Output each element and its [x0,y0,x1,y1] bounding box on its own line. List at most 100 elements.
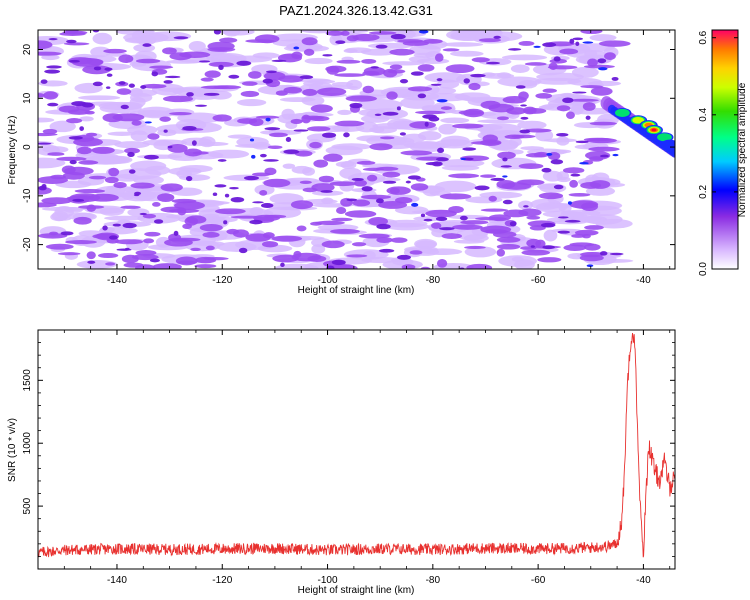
heatmap-cell [395,196,413,204]
heatmap-cell [343,48,358,54]
heatmap-cell [382,111,399,116]
heatmap-cell [471,57,490,63]
heatmap-cell [252,201,264,204]
heatmap-cell [56,156,87,162]
heatmap-cell [441,164,480,171]
heatmap-cell [378,248,395,253]
heatmap-cell [128,169,136,174]
heatmap-cell [397,254,412,260]
heatmap-cell [517,120,547,130]
heatmap-cell [400,150,433,156]
heatmap-cell [136,154,183,159]
heatmap-cell [163,80,173,84]
snr-x-axis-label: Height of straight line (km) [298,585,415,596]
heatmap-cell [425,84,440,95]
heatmap-cell [612,153,619,157]
heatmap-cell [556,132,569,137]
heatmap-cell [371,126,385,133]
heatmap-cell [337,109,352,116]
heatmap-cell [197,141,229,146]
heatmap-cell [382,180,397,184]
heatmap-cell [114,141,150,149]
heatmap-cell [306,79,336,84]
heatmap-cell [352,33,380,42]
heatmap-cell [114,239,144,245]
heatmap-cell [440,135,470,147]
heatmap-cell [520,116,529,120]
heatmap-cell [572,91,587,94]
heatmap-cell [453,239,485,244]
heatmap-cell [236,98,267,107]
heatmap-cell [314,220,345,226]
heatmap-cell [336,59,361,64]
heatmap-cell [500,165,512,168]
heatmap-cell [217,159,227,162]
heatmap-cell [116,248,132,251]
heatmap-cell [556,105,571,112]
heatmap-cell [92,30,100,33]
heatmap-cell [127,151,135,158]
heatmap-cell [569,242,595,247]
heatmap-cell [351,178,364,181]
heatmap-cell [497,151,516,160]
heatmap-cell [329,181,357,187]
heatmap-cell [375,44,388,49]
heatmap-cell [281,108,295,120]
heatmap-cell [262,78,273,84]
heatmap-cell [389,48,415,56]
x-tick-label: -140 [107,275,127,286]
heatmap-cell [579,161,589,165]
heatmap-cell [204,70,221,78]
heatmap-cell [40,79,48,84]
y-tick-label: 1500 [22,369,33,392]
heatmap-cell [323,153,343,162]
heatmap-cell [399,132,406,136]
heatmap-cell [547,65,578,70]
heatmap-cell [274,263,319,269]
heatmap-cell [59,31,86,36]
heatmap-cell [591,172,610,183]
heatmap-cell [538,105,555,110]
heatmap-cell [541,167,552,173]
heatmap-cell [575,140,589,144]
heatmap-cell [219,37,238,43]
heatmap-cell [310,221,323,226]
heatmap-cell [185,215,207,224]
heatmap-cell [140,85,147,89]
heatmap-cell [586,137,617,144]
heatmap-cell [304,57,333,65]
heatmap-cell [568,192,591,197]
heatmap-cell [518,163,544,169]
heatmap-cell [229,186,239,190]
heatmap-cell [401,264,416,269]
heatmap-cell [301,37,318,46]
heatmap-cell [92,32,113,45]
heatmap-cell [275,90,288,96]
heatmap-cell [361,58,377,64]
heatmap-cell [542,42,557,48]
heatmap-cell [441,233,463,240]
y-tick-label: 20 [22,44,33,56]
heatmap-cell [566,111,575,119]
heatmap-cell [589,121,618,126]
heatmap-cell [267,145,283,149]
heatmap-cell [586,264,594,268]
heatmap-cell [328,264,358,269]
x-tick-label: -80 [426,575,441,586]
heatmap-cell [423,38,443,44]
heatmap-cell [68,59,80,63]
heatmap-cell [439,193,472,200]
heatmap-cell [562,167,585,174]
heatmap-cell [409,121,436,129]
heatmap-cell [518,208,542,217]
heatmap-cell [160,183,183,192]
heatmap-cell [330,228,360,234]
heatmap-cell [396,106,401,111]
heatmap-cell [410,71,424,76]
heatmap-cell [575,41,580,47]
heatmap-cell [302,115,324,120]
colorbar-gradient [711,29,739,270]
heatmap-cell [285,136,292,142]
heatmap-cell [260,202,274,209]
heatmap-cell [296,225,307,232]
